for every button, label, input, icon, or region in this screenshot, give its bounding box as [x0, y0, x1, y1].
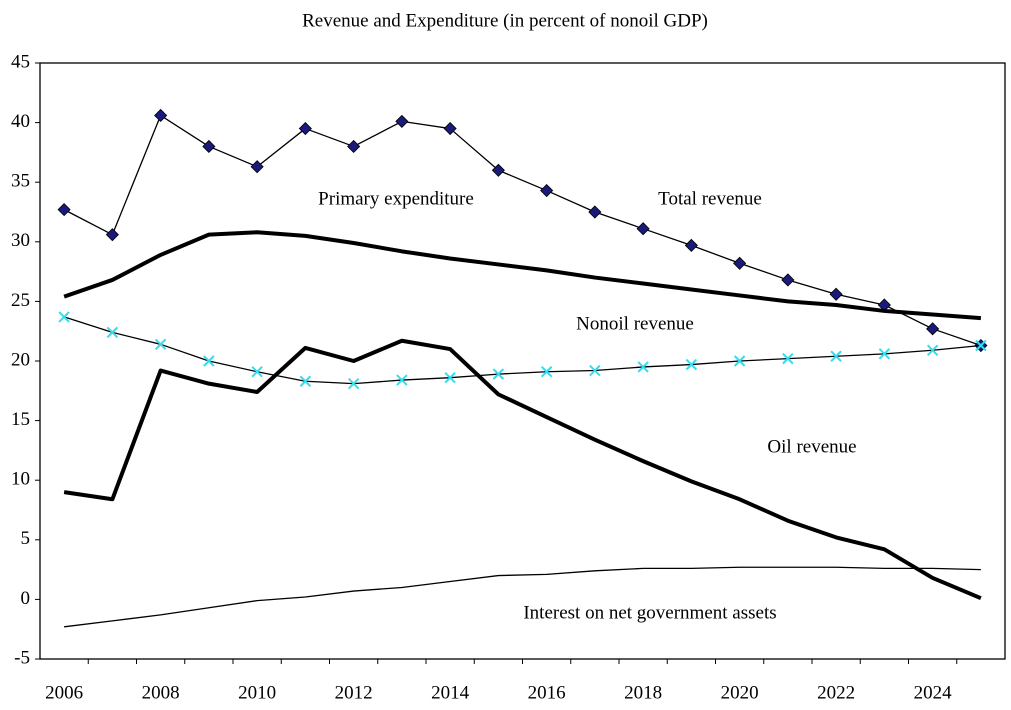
- x-tick-label: 2022: [817, 682, 855, 703]
- marker: [733, 355, 746, 367]
- x-tick-label: 2018: [624, 682, 662, 703]
- y-tick-label: 45: [11, 51, 30, 72]
- chart-title: Revenue and Expenditure (in percent of n…: [302, 10, 708, 31]
- marker: [636, 222, 650, 236]
- marker: [781, 273, 795, 287]
- x-tick-label: 2014: [431, 682, 470, 703]
- marker: [154, 338, 167, 351]
- y-tick-label: 5: [21, 528, 31, 549]
- series-line: [63, 114, 982, 347]
- marker: [926, 322, 940, 336]
- x-tick-label: 2010: [238, 682, 276, 703]
- marker: [298, 121, 312, 136]
- marker: [685, 358, 698, 371]
- y-tick-label: 15: [11, 409, 30, 430]
- marker: [105, 228, 119, 242]
- y-tick-label: -5: [14, 647, 30, 668]
- marker: [491, 163, 505, 177]
- marker: [154, 108, 168, 123]
- marker: [782, 352, 794, 365]
- x-tick-label: 2020: [721, 682, 759, 703]
- marker: [684, 238, 698, 252]
- x-tick-label: 2024: [914, 682, 953, 703]
- x-tick-label: 2016: [528, 682, 566, 703]
- x-tick-label: 2006: [45, 682, 83, 703]
- y-tick-label: 30: [11, 230, 30, 251]
- marker: [347, 377, 360, 390]
- series-line: [64, 566, 981, 628]
- marker: [203, 355, 215, 367]
- marker: [733, 256, 747, 270]
- marker: [588, 205, 602, 219]
- marker: [395, 114, 409, 128]
- marker: [299, 375, 312, 387]
- y-tick-label: 25: [11, 290, 30, 311]
- marker: [444, 371, 456, 384]
- marker: [347, 139, 361, 154]
- series-label: Total revenue: [658, 188, 762, 209]
- marker: [443, 121, 457, 136]
- marker: [202, 139, 216, 154]
- series-label: Nonoil revenue: [576, 313, 694, 334]
- y-tick-label: 10: [11, 469, 30, 490]
- marker: [396, 374, 408, 386]
- marker: [589, 364, 601, 377]
- y-tick-label: 40: [11, 111, 30, 132]
- marker: [540, 183, 554, 198]
- plot-frame: [39, 62, 1006, 660]
- series-label: Interest on net government assets: [523, 602, 776, 623]
- marker: [829, 287, 843, 301]
- series-label: Primary expenditure: [318, 188, 474, 209]
- marker: [251, 366, 263, 378]
- series-label: Oil revenue: [767, 436, 856, 457]
- marker: [250, 160, 264, 174]
- marker: [926, 344, 939, 356]
- y-tick-label: 0: [21, 588, 31, 609]
- marker: [492, 368, 505, 380]
- series-line: [63, 230, 982, 321]
- marker: [58, 311, 70, 323]
- y-tick-label: 35: [11, 171, 30, 192]
- series-line: [63, 338, 982, 601]
- marker: [637, 361, 649, 373]
- marker: [975, 339, 987, 352]
- series-line: [63, 316, 981, 385]
- x-tick-label: 2012: [335, 682, 373, 703]
- marker: [57, 203, 71, 217]
- marker: [540, 366, 553, 378]
- marker: [106, 326, 119, 339]
- marker: [830, 350, 842, 362]
- y-tick-label: 20: [11, 349, 30, 370]
- marker: [878, 348, 891, 360]
- x-tick-label: 2008: [142, 682, 180, 703]
